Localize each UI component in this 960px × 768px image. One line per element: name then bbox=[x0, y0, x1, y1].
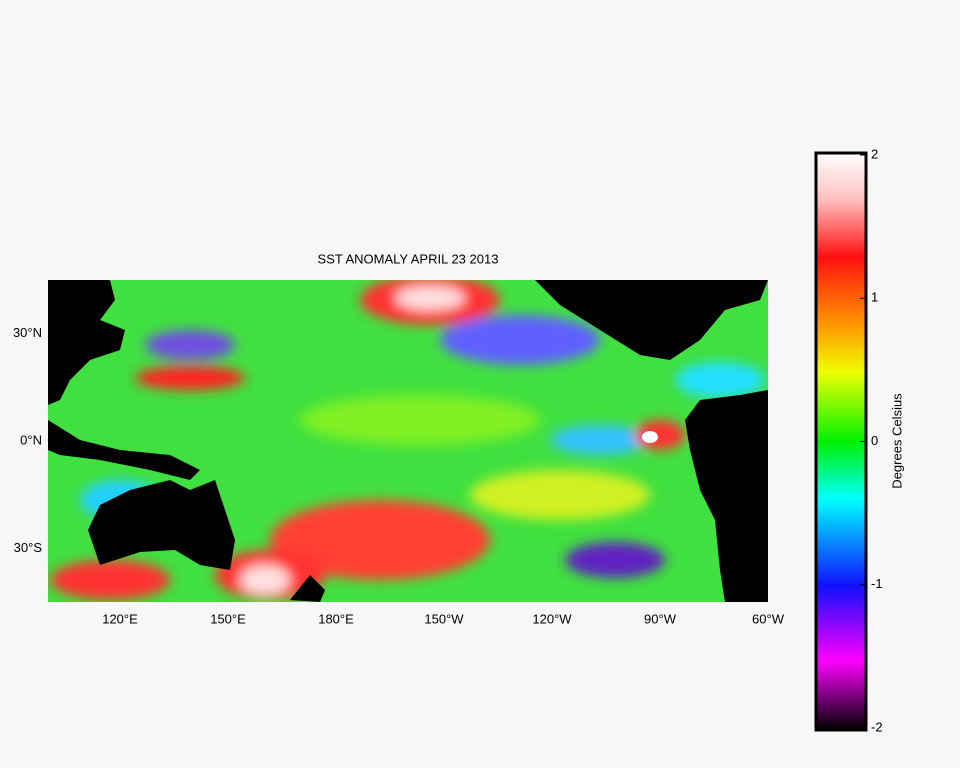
x-tick-label: 90°W bbox=[644, 611, 677, 626]
colorbar bbox=[814, 151, 868, 732]
x-tick-label: 120°E bbox=[102, 611, 138, 626]
x-tick-label: 150°E bbox=[210, 611, 246, 626]
x-tick-label: 180°E bbox=[318, 611, 354, 626]
x-tick-label: 150°W bbox=[424, 611, 464, 626]
x-tick-label: 120°W bbox=[532, 611, 572, 626]
colorbar-tick-label: 2 bbox=[871, 146, 878, 161]
y-tick-label: 0°N bbox=[20, 432, 42, 447]
colorbar-tick-label: 1 bbox=[871, 290, 878, 305]
y-tick-label: 30°N bbox=[13, 325, 42, 340]
sst-map bbox=[48, 280, 768, 602]
colorbar-label: Degrees Celsius bbox=[889, 393, 904, 489]
y-tick-label: 30°S bbox=[14, 540, 43, 555]
colorbar-tick-label: -1 bbox=[871, 576, 883, 591]
colorbar-tick-label: 0 bbox=[871, 433, 878, 448]
map-title: SST ANOMALY APRIL 23 2013 bbox=[318, 251, 499, 266]
colorbar-tick-label: -2 bbox=[871, 719, 883, 734]
x-tick-label: 60°W bbox=[752, 611, 785, 626]
